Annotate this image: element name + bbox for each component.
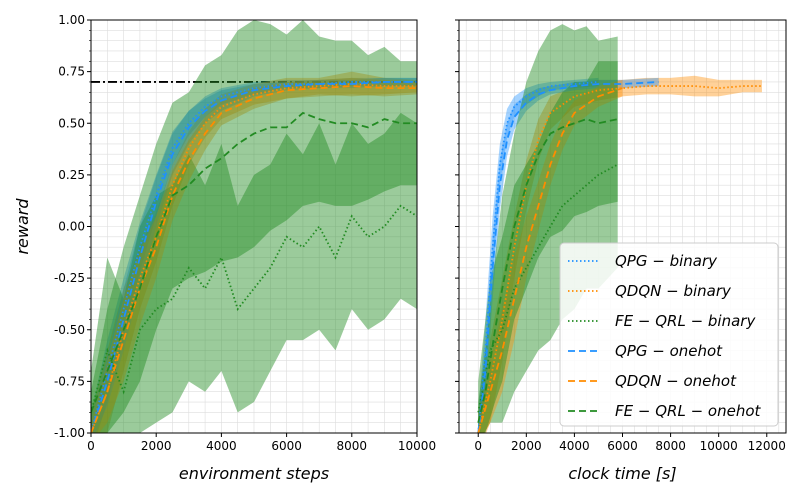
band-qdqn-binary [91,71,417,433]
band-qpg-onehot [91,77,417,433]
y-tick-label: 0.00 [58,220,85,234]
legend-label: QDQN − binary [615,282,732,300]
x-tick-label: 6000 [271,439,302,453]
x-tick-label: 2000 [511,439,542,453]
legend-label: FE − QRL − onehot [615,402,761,420]
legend-label: FE − QRL − binary [615,312,756,330]
line-fe-qrl-onehot [477,118,618,423]
legend-label: QPG − binary [615,252,718,270]
left-plot-panel: 0 2000 4000 6000 8000 10000 1.00 0.75 0.50 0.25 0.… [13,13,436,483]
series-group [91,20,417,433]
line-qpg-onehot [91,81,417,433]
line-qdqn-binary [477,85,762,433]
band-qdqn-onehot [91,77,417,433]
line-fe-qrl-binary [91,204,417,413]
x-tick-label: 4000 [559,439,590,453]
x-axis-label: environment steps [179,464,329,483]
y-tick-label: -0.75 [54,374,85,388]
band-fe-qrl-onehot [478,24,618,433]
x-axis-label: clock time [s] [568,464,676,483]
y-tick-label: 0.75 [58,65,85,79]
legend-label: QDQN − onehot [615,372,737,390]
line-qdqn-onehot [477,87,623,433]
line-qdqn-onehot [91,85,417,433]
line-fe-qrl-onehot [91,111,417,413]
y-tick-label: -0.25 [54,271,85,285]
band-fe-qrl-binary [478,61,618,433]
legend-box [559,242,779,427]
x-tick-label: 10000 [700,439,738,453]
band-qdqn-onehot [478,79,623,433]
x-tick-label: 6000 [607,439,638,453]
legend: QPG − binary QDQN − binary FE − QRL − bina… [559,242,779,427]
y-tick-label: 0.25 [58,168,85,182]
y-tick-label: 1.00 [58,13,85,27]
x-tick-label: 0 [474,439,482,453]
y-tick-label: -1.00 [54,426,85,440]
x-tick-label: 4000 [206,439,237,453]
legend-label: QPG − onehot [615,342,723,360]
x-tick-label: 10000 [398,439,436,453]
x-tick-label: 8000 [655,439,686,453]
x-tick-label: 8000 [337,439,368,453]
line-qpg-binary [477,81,599,433]
x-tick-label: 12000 [748,439,786,453]
line-qpg-binary [91,81,417,433]
x-tick-label: 2000 [141,439,172,453]
line-qpg-onehot [477,81,659,433]
y-axis-label: reward [13,198,32,255]
band-fe-qrl-binary [91,112,417,433]
series-group [477,24,762,433]
y-tick-label: -0.50 [54,323,85,337]
y-tick-label: 0.50 [58,116,85,130]
x-tick-label: 0 [87,439,95,453]
